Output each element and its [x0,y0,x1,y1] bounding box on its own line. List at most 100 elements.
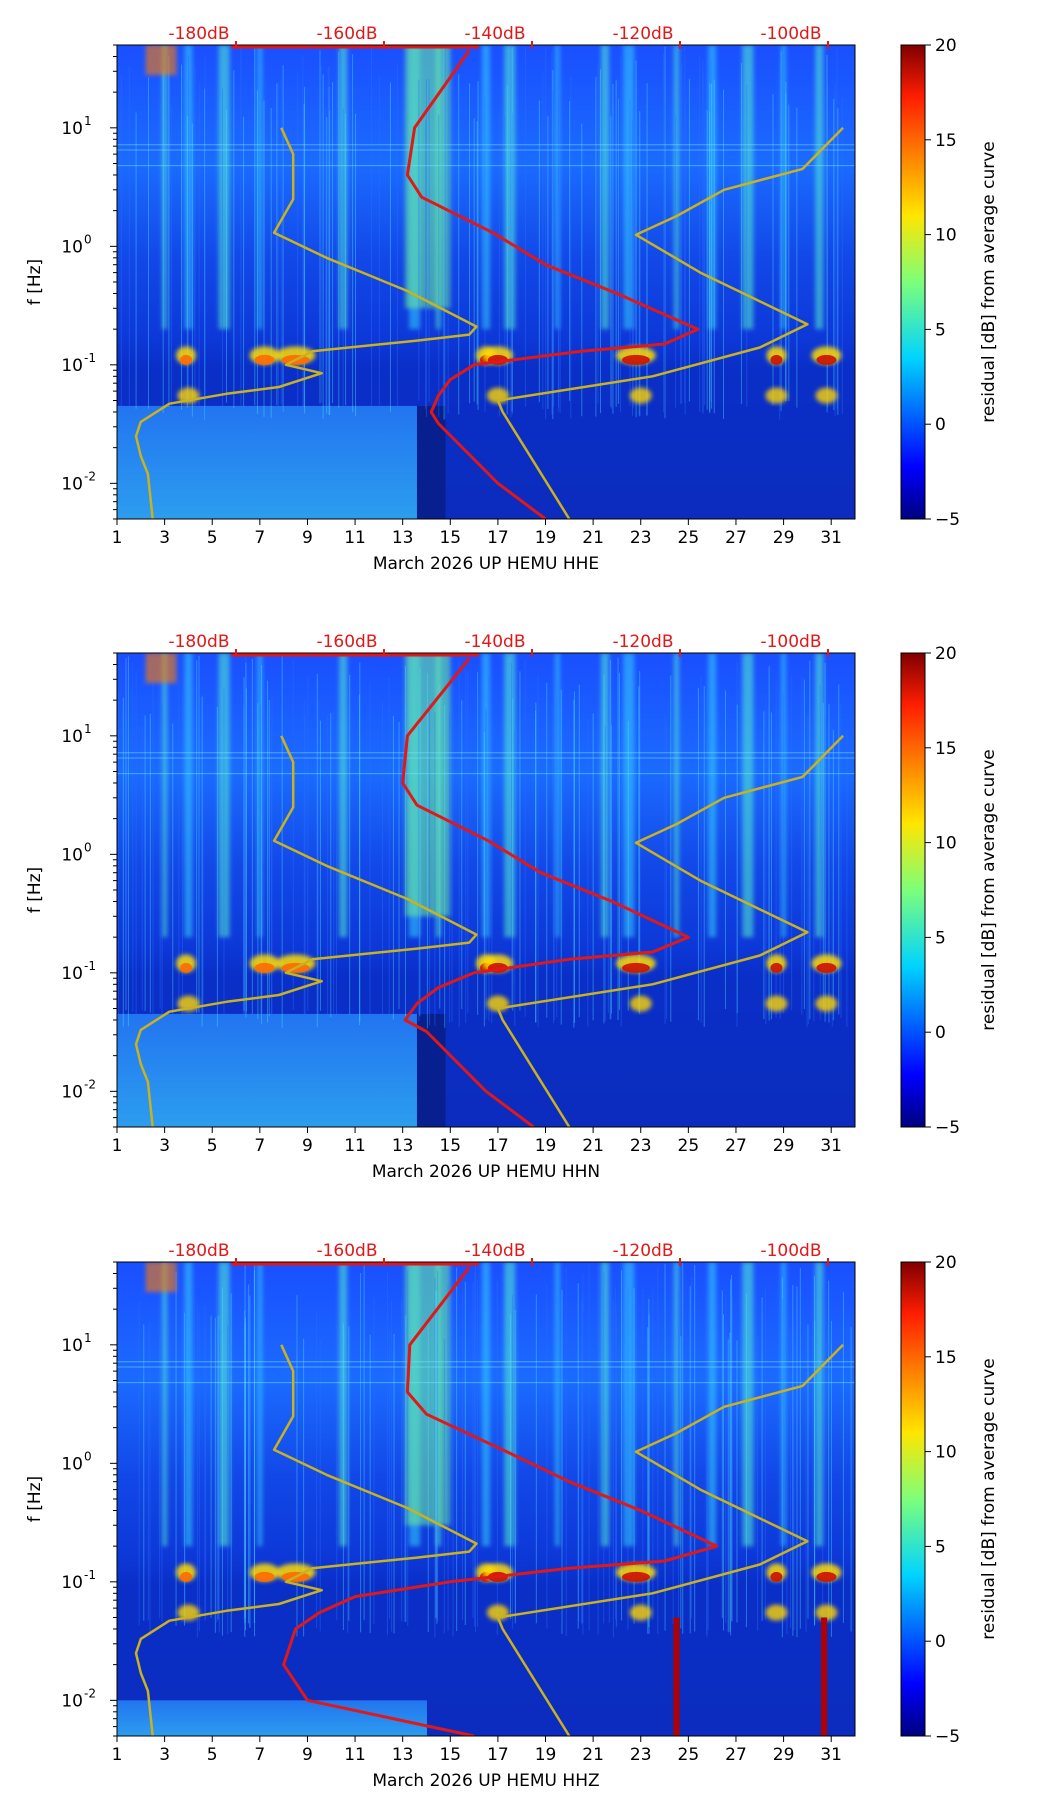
line-texture [117,1262,855,1638]
y-axis-label: f [Hz] [25,1476,45,1522]
band-mark [673,653,679,938]
secondary-blob [629,387,652,404]
x-tick-label: 19 [535,1136,557,1156]
band-mark [482,653,490,938]
x-tick-label: 5 [207,528,218,548]
gold_noise_model_2-line [496,1343,844,1736]
microseism-core [180,1571,193,1582]
secondary-blob [765,1604,788,1621]
x-tick-label: 21 [582,528,604,548]
colorbar-tick-label: −5 [935,1118,960,1138]
y-tick-label: 10 [61,1336,83,1356]
x-tick-label: 11 [344,528,366,548]
band-mark [218,45,230,330]
red-streak [821,1617,828,1736]
microseism-core [180,354,193,365]
colorbar-tick-label: 10 [935,1443,957,1463]
colorbar-tick-label: 0 [935,1632,946,1652]
x-tick-label: 1 [112,528,123,548]
x-tick-label: 23 [630,1136,652,1156]
db-label: -180dB [168,24,229,44]
microseism-core [254,1571,275,1582]
band-mark [184,653,193,938]
microseism-core [621,962,650,973]
colorbar-tick-label: −5 [935,510,960,530]
y-tick-exponent: 1 [84,114,92,128]
y-tick-exponent: 1 [84,1331,92,1345]
gold_noise_model-line [134,127,478,519]
x-tick-label: 29 [773,1745,795,1765]
db-label: -120dB [612,1241,673,1261]
plot-area [117,653,855,1127]
x-tick-label: 19 [535,1745,557,1765]
x-tick-label: 17 [487,1136,509,1156]
bright-region [405,653,451,917]
band-mark [504,45,516,330]
plot-area [117,1262,855,1736]
band-mark [339,45,348,330]
y-axis-label: f [Hz] [25,867,45,913]
y-tick-exponent: -2 [84,1686,96,1700]
gold_noise_model-line [134,1344,478,1736]
colorbar-tick-label: 20 [935,644,957,664]
db-label: -180dB [168,1241,229,1261]
x-tick-label: 15 [439,1745,461,1765]
x-tick-label: 5 [207,1745,218,1765]
db-label: -100dB [760,1241,821,1261]
x-tick-label: 23 [630,1745,652,1765]
colorbar-tick-label: 5 [935,320,946,340]
band-mark [339,653,348,938]
secondary-blob [629,995,652,1012]
band-mark [623,45,635,330]
microseism-core [254,962,275,973]
x-tick-label: 19 [535,528,557,548]
x-tick-label: 11 [344,1745,366,1765]
y-tick-exponent: -2 [84,1077,96,1091]
x-tick-label: 25 [678,1136,700,1156]
band-mark [623,1262,635,1547]
red_average-line [405,49,700,519]
y-axis-label: f [Hz] [25,259,45,305]
dark-column [416,1013,446,1127]
db-label: -180dB [168,632,229,652]
band-mark [554,653,560,938]
y-tick-label: 10 [61,474,83,494]
microseism-blobs [176,1563,842,1621]
band-mark [601,45,610,330]
plot-area [117,45,855,519]
x-tick-label: 13 [392,1745,414,1765]
band-mark [554,1262,560,1547]
band-mark [482,45,490,330]
microseism-core [770,1571,783,1582]
hot-corner [145,45,177,75]
band-mark [218,653,230,938]
secondary-blob [629,1604,652,1621]
band-mark [708,45,717,330]
colorbar-tick-label: 20 [935,1253,957,1273]
db-label: -100dB [760,632,821,652]
microseism-core [621,1571,650,1582]
y-tick-exponent: 0 [84,232,92,246]
colorbar-tick-label: 20 [935,36,957,56]
colorbar-tick-label: 5 [935,928,946,948]
band-mark [815,653,824,938]
dark-column [416,405,446,519]
band-mark [482,1262,490,1547]
x-tick-label: 23 [630,528,652,548]
band-mark [162,1262,168,1547]
x-tick-label: 31 [820,1745,842,1765]
y-tick-exponent: 0 [84,1449,92,1463]
y-tick-exponent: 0 [84,840,92,854]
band-mark [673,45,679,330]
vertical-bands [162,653,824,938]
band-mark [623,653,635,938]
x-tick-label: 27 [725,528,747,548]
microseism-core [816,1571,837,1582]
y-tick-label: 10 [61,119,83,139]
band-mark [781,1262,787,1547]
colorbar-tick-label: 15 [935,1348,957,1368]
band-mark [184,1262,193,1547]
